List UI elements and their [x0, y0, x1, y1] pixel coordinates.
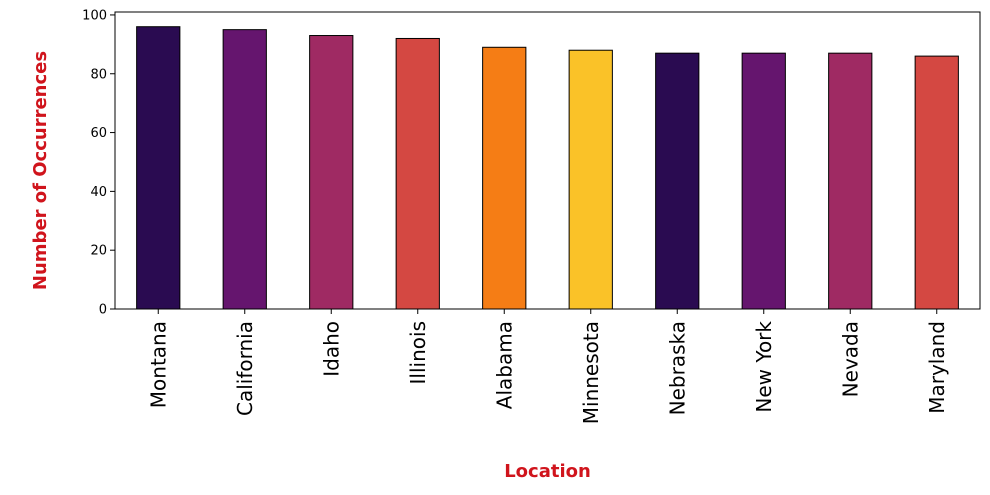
bar-nebraska [655, 52, 700, 310]
bar-alabama [482, 46, 527, 310]
x-tick-label: Nebraska [665, 321, 689, 415]
x-tick-label: Minnesota [579, 321, 603, 424]
x-tick-label: Nevada [838, 321, 862, 397]
bar-minnesota [568, 49, 613, 310]
x-tick-label: Alabama [492, 321, 516, 409]
bar-new-york [741, 52, 786, 310]
x-tick-label: Montana [146, 321, 170, 408]
y-tick-label: 40 [90, 185, 107, 200]
x-tick-label: Maryland [925, 321, 949, 414]
x-tick-label: Idaho [319, 321, 343, 377]
bar-montana [136, 26, 181, 310]
y-tick-label: 60 [90, 126, 107, 141]
bar-idaho [309, 35, 354, 310]
y-tick-label: 80 [90, 67, 107, 82]
plot-frame [114, 11, 981, 310]
x-axis-title: Location [504, 461, 591, 482]
y-tick-label: 100 [82, 8, 107, 23]
y-axis: 0 20 40 60 80 100 [82, 8, 115, 318]
x-tick-label: California [233, 321, 257, 416]
bars-layer [136, 26, 959, 310]
y-axis-title: Number of Occurrences [30, 51, 51, 290]
bar-nevada [828, 52, 873, 310]
y-tick-label: 20 [90, 244, 107, 259]
bar-california [222, 29, 267, 310]
bar-maryland [914, 55, 959, 310]
x-tick-label: New York [752, 321, 776, 413]
y-tick-label: 0 [99, 303, 107, 318]
bar-illinois [395, 37, 440, 310]
x-tick-label: Illinois [406, 321, 430, 384]
x-axis: Montana California Idaho Illinois Alabama Min… [146, 309, 949, 424]
